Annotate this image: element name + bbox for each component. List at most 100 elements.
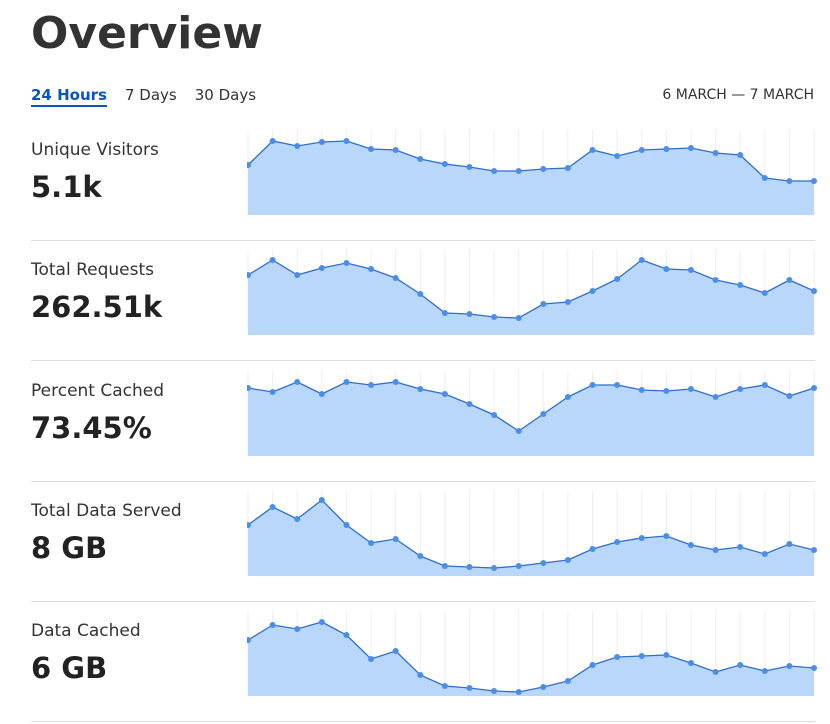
sparkline-point xyxy=(687,660,694,667)
sparkline-point xyxy=(811,178,817,184)
metric-row: Total Requests 262.51k xyxy=(31,240,817,362)
tabs: 24 Hours 7 Days 30 Days xyxy=(31,86,274,104)
sparkline-point xyxy=(247,384,251,391)
sparkline-point xyxy=(294,143,301,149)
sparkline-point xyxy=(687,145,694,151)
sparkline-point xyxy=(368,146,375,152)
sparkline-point xyxy=(368,656,375,663)
sparkline-point xyxy=(269,622,276,629)
metric-row: Unique Visitors 5.1k xyxy=(31,120,817,241)
sparkline-point xyxy=(589,288,596,295)
tab[interactable]: 7 Days xyxy=(124,86,177,104)
sparkline-line xyxy=(247,380,815,432)
sparkline-point xyxy=(318,619,325,626)
sparkline-point xyxy=(441,161,448,167)
sparkline-point xyxy=(318,390,325,397)
sparkline-point xyxy=(737,282,744,289)
sparkline-point xyxy=(417,156,424,162)
sparkline-point xyxy=(294,378,301,385)
sparkline-point xyxy=(247,637,251,644)
sparkline-point xyxy=(515,562,522,569)
sparkline-point xyxy=(368,381,375,388)
sparkline-point xyxy=(614,538,621,545)
sparkline xyxy=(247,130,817,215)
sparkline-point xyxy=(786,663,793,670)
metric-value: 5.1k xyxy=(31,170,102,204)
sparkline-point xyxy=(663,146,670,152)
sparkline-area xyxy=(248,622,814,697)
sparkline-point xyxy=(811,288,817,295)
metric-value: 6 GB xyxy=(31,651,108,686)
metric-row: Percent Cached 73.45% xyxy=(31,361,817,482)
sparkline-point xyxy=(318,139,325,145)
sparkline-point xyxy=(540,301,547,308)
sparkline-point xyxy=(343,260,350,267)
sparkline-point xyxy=(663,532,670,539)
sparkline-point xyxy=(269,503,276,510)
sparkline-point xyxy=(589,147,596,153)
sparkline-point xyxy=(515,427,522,434)
sparkline-point xyxy=(466,164,473,170)
sparkline-point xyxy=(441,683,448,690)
sparkline-point xyxy=(515,689,522,696)
sparkline-point xyxy=(737,543,744,550)
sparkline-point xyxy=(663,387,670,394)
sparkline-point xyxy=(786,540,793,547)
sparkline-point xyxy=(638,534,645,541)
sparkline-point xyxy=(343,378,350,385)
metric-label: Unique Visitors xyxy=(31,140,159,160)
sparkline-point xyxy=(589,545,596,552)
sparkline-line xyxy=(247,140,814,182)
sparkline-point xyxy=(343,521,350,528)
sparkline-area xyxy=(248,260,814,336)
sparkline-point xyxy=(343,632,350,639)
sparkline-point xyxy=(466,400,473,407)
metric-value: 8 GB xyxy=(31,530,108,565)
sparkline-point xyxy=(614,381,621,388)
sparkline-area xyxy=(248,141,814,215)
metric-label: Data Cached xyxy=(31,621,141,642)
sparkline-point xyxy=(638,386,645,393)
tab[interactable]: 24 Hours xyxy=(31,86,107,104)
sparkline-point xyxy=(614,153,621,159)
sparkline-point xyxy=(491,168,498,174)
sparkline-point xyxy=(515,168,522,174)
sparkline-point xyxy=(712,150,719,156)
sparkline-point xyxy=(318,265,325,272)
sparkline-point xyxy=(564,165,571,171)
metric-value: 262.51k xyxy=(31,290,163,325)
sparkline-point xyxy=(638,257,645,264)
sparkline-point xyxy=(294,272,301,279)
tab[interactable]: 30 Days xyxy=(194,86,257,104)
sparkline-point xyxy=(564,556,571,563)
sparkline-point xyxy=(589,662,596,669)
sparkline-point xyxy=(392,275,399,282)
sparkline-point xyxy=(540,684,547,691)
sparkline-point xyxy=(441,390,448,397)
sparkline-line xyxy=(247,259,815,319)
sparkline-point xyxy=(247,272,251,279)
sparkline-point xyxy=(687,385,694,392)
sparkline-point xyxy=(786,392,793,399)
sparkline-point xyxy=(540,559,547,566)
sparkline-point xyxy=(786,178,793,184)
sparkline-point xyxy=(564,393,571,400)
sparkline-point xyxy=(247,162,251,168)
sparkline-point xyxy=(761,175,768,181)
sparkline-point xyxy=(417,385,424,392)
sparkline-point xyxy=(811,384,817,391)
metric-row: Data Cached 6 GB xyxy=(31,601,817,723)
sparkline-point xyxy=(811,665,817,672)
sparkline-point xyxy=(491,688,498,695)
sparkline-point xyxy=(712,393,719,400)
sparkline-line xyxy=(247,499,815,569)
sparkline-point xyxy=(687,541,694,548)
sparkline-point xyxy=(737,385,744,392)
sparkline-point xyxy=(491,411,498,418)
sparkline-point xyxy=(737,662,744,669)
sparkline-point xyxy=(761,550,768,557)
sparkline-point xyxy=(614,276,621,283)
sparkline xyxy=(247,370,817,456)
sparkline-point xyxy=(564,678,571,685)
sparkline-point xyxy=(466,311,473,318)
